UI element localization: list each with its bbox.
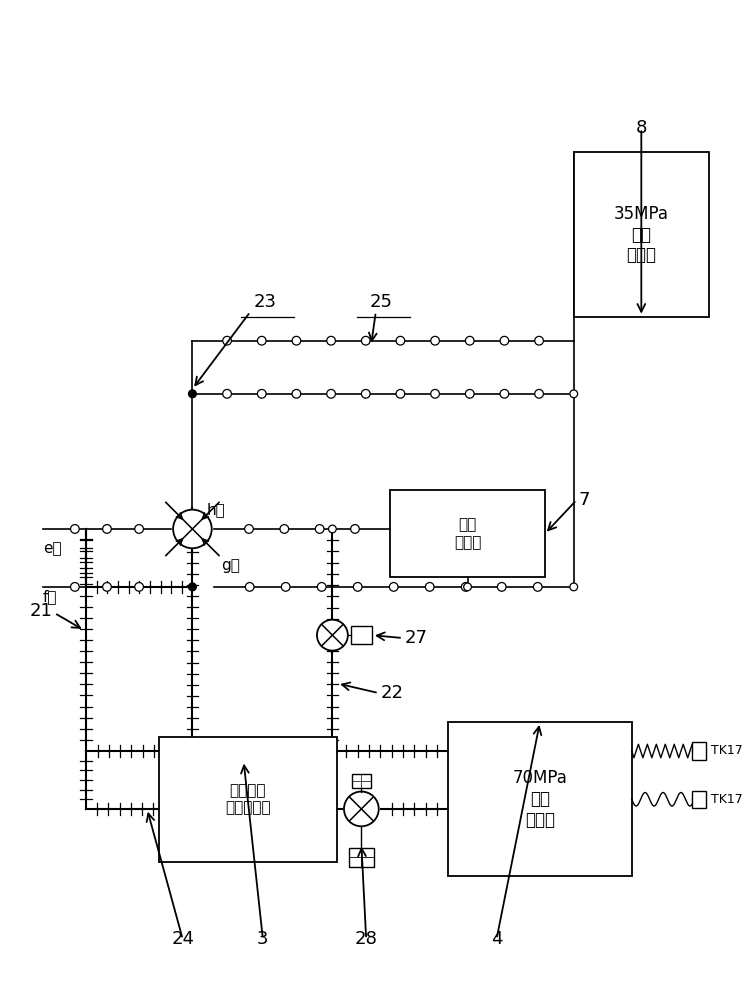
Circle shape — [317, 620, 348, 651]
Text: 35MPa
低压
加氢机: 35MPa 低压 加氢机 — [614, 205, 669, 264]
Bar — [693, 742, 706, 760]
Circle shape — [70, 525, 79, 533]
Circle shape — [431, 336, 439, 345]
Circle shape — [327, 336, 335, 345]
Circle shape — [245, 583, 254, 591]
Circle shape — [351, 525, 359, 533]
Text: 24: 24 — [171, 930, 194, 948]
Circle shape — [188, 583, 196, 591]
Text: f口: f口 — [43, 589, 58, 604]
Text: e口: e口 — [43, 541, 61, 556]
Bar — [349, 848, 374, 867]
Circle shape — [570, 390, 577, 398]
Circle shape — [135, 525, 144, 533]
Circle shape — [317, 583, 326, 591]
Circle shape — [344, 792, 378, 826]
Text: 3: 3 — [257, 930, 269, 948]
Circle shape — [292, 336, 301, 345]
Circle shape — [292, 389, 301, 398]
Circle shape — [316, 525, 324, 533]
Circle shape — [281, 583, 290, 591]
Text: 多级加注
高压蓄能器: 多级加注 高压蓄能器 — [225, 783, 271, 815]
Circle shape — [497, 583, 506, 591]
Circle shape — [173, 510, 212, 548]
Bar — [351, 626, 372, 644]
Circle shape — [396, 336, 405, 345]
Text: 7: 7 — [578, 491, 590, 509]
Circle shape — [390, 583, 398, 591]
Text: 70MPa
高压
加氢机: 70MPa 高压 加氢机 — [512, 769, 568, 829]
Circle shape — [465, 336, 474, 345]
Circle shape — [102, 583, 111, 591]
Circle shape — [223, 336, 231, 345]
Circle shape — [353, 583, 362, 591]
Circle shape — [257, 336, 266, 345]
Circle shape — [280, 525, 289, 533]
Text: 23: 23 — [254, 293, 276, 311]
Circle shape — [135, 583, 144, 591]
Bar — [352, 774, 371, 788]
Circle shape — [535, 336, 543, 345]
Circle shape — [462, 583, 470, 591]
Circle shape — [328, 525, 337, 533]
Text: TK17: TK17 — [711, 793, 743, 806]
Circle shape — [102, 525, 111, 533]
Text: 27: 27 — [405, 629, 428, 647]
Text: 25: 25 — [370, 293, 392, 311]
Bar — [390, 490, 545, 577]
Circle shape — [70, 583, 79, 591]
Circle shape — [431, 389, 439, 398]
Text: 22: 22 — [381, 684, 404, 702]
Circle shape — [535, 389, 543, 398]
Text: 4: 4 — [491, 930, 502, 948]
Bar — [693, 791, 706, 808]
Circle shape — [396, 389, 405, 398]
Text: g口: g口 — [221, 558, 240, 573]
Text: TK17: TK17 — [711, 744, 743, 757]
Circle shape — [361, 389, 370, 398]
Circle shape — [464, 583, 471, 591]
Circle shape — [257, 389, 266, 398]
Text: 8: 8 — [636, 119, 647, 137]
Circle shape — [361, 336, 370, 345]
Bar — [574, 152, 709, 317]
Text: 28: 28 — [355, 930, 378, 948]
Circle shape — [500, 336, 509, 345]
Circle shape — [327, 389, 335, 398]
Circle shape — [533, 583, 542, 591]
Circle shape — [223, 389, 231, 398]
Circle shape — [570, 583, 577, 591]
Text: h口: h口 — [207, 502, 226, 517]
Circle shape — [188, 390, 196, 398]
Circle shape — [465, 389, 474, 398]
Bar — [448, 722, 631, 876]
Text: 21: 21 — [30, 602, 52, 620]
Circle shape — [500, 389, 509, 398]
Circle shape — [245, 525, 254, 533]
Bar — [159, 737, 337, 862]
Text: 低压
蓄能器: 低压 蓄能器 — [454, 518, 481, 550]
Circle shape — [426, 583, 434, 591]
